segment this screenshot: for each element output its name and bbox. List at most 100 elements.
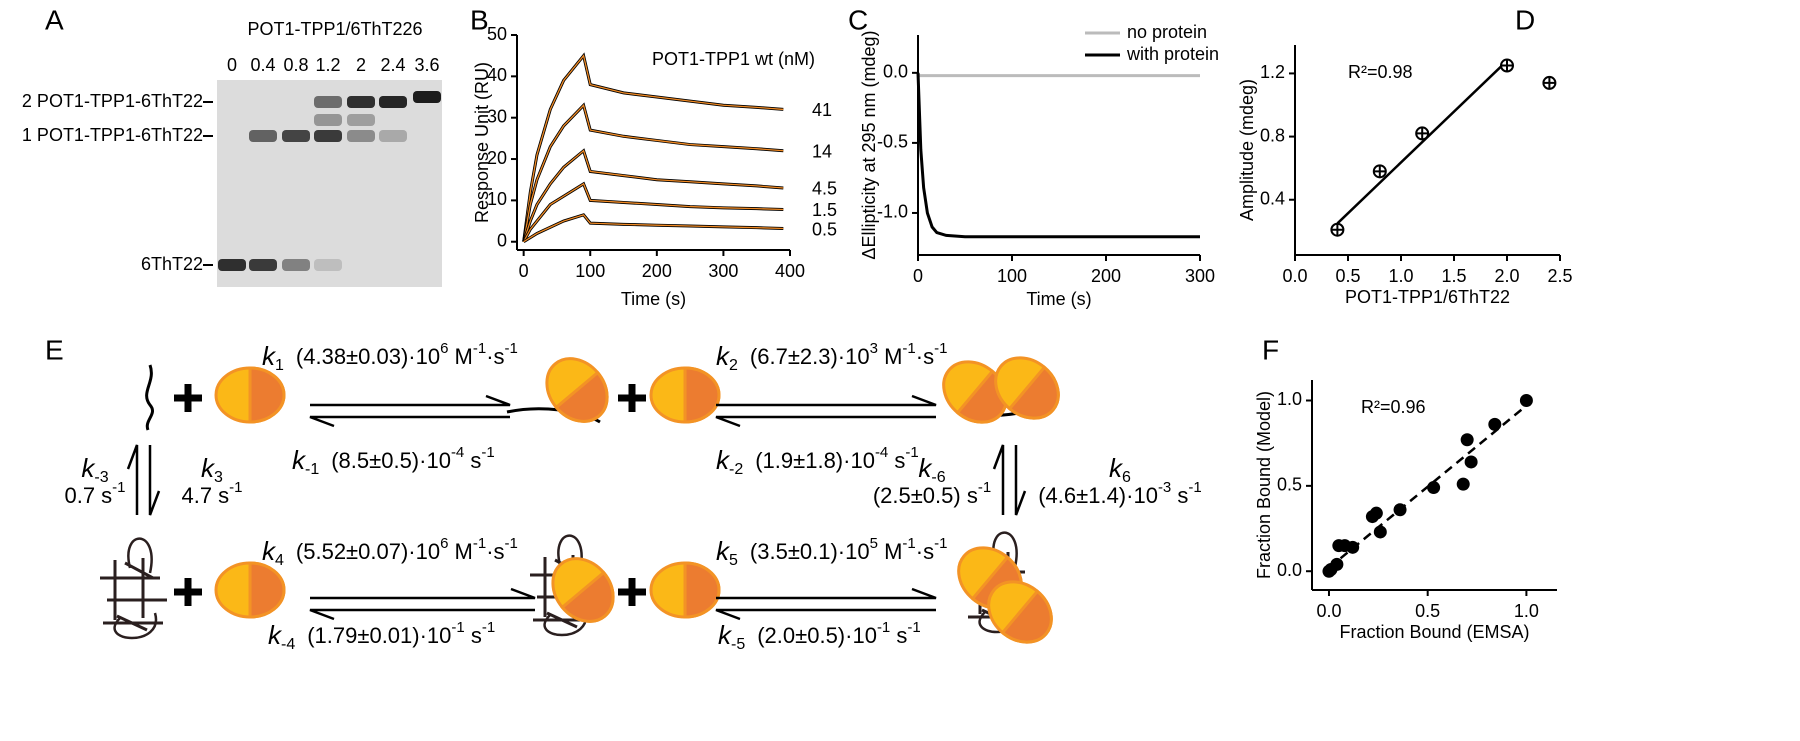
scatter-point xyxy=(1519,393,1533,407)
protein xyxy=(649,561,721,619)
panel-letter: E xyxy=(45,334,64,365)
reverse-arrow xyxy=(715,415,936,428)
protein xyxy=(551,557,615,623)
y-tick-label: 0.0 xyxy=(1277,560,1302,580)
gel-band xyxy=(314,130,342,142)
rate-text: k xyxy=(262,341,277,371)
y-axis-label: Response Unit (RU) xyxy=(472,62,492,223)
rate-text: s xyxy=(465,623,482,648)
rate-label: k-3 xyxy=(81,453,108,486)
rate-text: -1 xyxy=(451,619,464,636)
rate-text: -3 xyxy=(94,469,108,486)
marker-dot xyxy=(1464,455,1478,469)
reverse-arrow xyxy=(309,415,510,428)
forward-arrow xyxy=(716,587,937,600)
gel-title: POT1-TPP1/6ThT226 xyxy=(247,19,422,39)
rate-label: k2 (6.7±2.3)·103 M-1·s-1 xyxy=(716,340,947,374)
rate-text: 6 xyxy=(1122,469,1131,486)
x-tick-label: 300 xyxy=(1185,266,1215,286)
lane-label: 0.4 xyxy=(250,55,275,75)
scatter-point xyxy=(1500,58,1514,73)
y-tick-label: 20 xyxy=(487,148,507,168)
rate-text: k xyxy=(81,453,96,483)
rate-text: -1 xyxy=(978,479,991,496)
fit-line xyxy=(1336,59,1508,225)
marker-dot xyxy=(1373,525,1387,539)
rate-text: -1 xyxy=(902,340,915,357)
fit-line xyxy=(523,104,784,242)
marker-dot xyxy=(1456,477,1470,491)
protein xyxy=(987,580,1053,644)
x-tick-label: 100 xyxy=(575,261,605,281)
gel-band xyxy=(282,130,310,142)
protein xyxy=(649,366,721,424)
x-tick-label: 0.0 xyxy=(1316,601,1341,621)
y-tick-label: 50 xyxy=(487,24,507,44)
fit-line xyxy=(523,149,784,242)
series-label: 1.5 xyxy=(812,200,837,220)
reverse-arrow xyxy=(309,608,535,621)
rate-text: k xyxy=(716,445,731,475)
scatter-point xyxy=(1488,417,1502,431)
rate-text: 4.7 s xyxy=(181,483,229,508)
scatter-point xyxy=(1460,433,1474,447)
rate-text: 6 xyxy=(440,340,448,357)
plus-sign xyxy=(618,578,646,606)
scatter-point xyxy=(1372,164,1387,179)
rate-text: 1 xyxy=(275,357,284,374)
rate-text: 3 xyxy=(870,340,878,357)
scatter-point xyxy=(1456,477,1470,491)
plus-sign xyxy=(174,384,202,412)
y-tick-label: 0 xyxy=(497,230,507,250)
panel-letter: F xyxy=(1262,334,1279,365)
g4-loop xyxy=(113,537,158,640)
rate-text: 4 xyxy=(275,552,284,569)
legend-label: no protein xyxy=(1127,22,1207,42)
up-arrow xyxy=(126,444,139,515)
series-label: 14 xyxy=(812,142,832,162)
rate-text: k xyxy=(262,536,277,566)
protein-half xyxy=(248,561,286,619)
rate-label: k5 (3.5±0.1)·105 M-1·s-1 xyxy=(716,535,947,569)
rate-text: -1 xyxy=(934,535,947,552)
band-label: 2 POT1-TPP1-6ThT22 xyxy=(22,91,203,111)
legend-title: POT1-TPP1 wt (nM) xyxy=(652,49,815,69)
rate-text: s xyxy=(890,623,907,648)
gel-band xyxy=(249,130,277,142)
gel-band xyxy=(314,96,342,108)
rate-text: k xyxy=(718,620,733,650)
gel-band xyxy=(218,259,246,271)
fit-line xyxy=(523,214,784,243)
marker-dot xyxy=(1460,433,1474,447)
rate-text: 5 xyxy=(870,535,878,552)
x-tick-label: 2.0 xyxy=(1494,266,1519,286)
y-tick-label: 1.2 xyxy=(1260,62,1285,82)
x-tick-label: 0.5 xyxy=(1335,266,1360,286)
lane-label: 0.8 xyxy=(283,55,308,75)
x-tick-label: 1.0 xyxy=(1388,266,1413,286)
series-label: 41 xyxy=(812,100,832,120)
gel-band xyxy=(314,114,342,126)
x-tick-label: 0.5 xyxy=(1415,601,1440,621)
forward-arrow xyxy=(310,394,511,407)
plus-sign xyxy=(618,384,646,412)
gel-band xyxy=(379,130,407,142)
lane-label: 1.2 xyxy=(315,55,340,75)
x-tick-label: 1.0 xyxy=(1514,601,1539,621)
protein xyxy=(214,366,286,424)
rate-text: ·s xyxy=(486,344,504,369)
x-tick-label: 0.0 xyxy=(1282,266,1307,286)
rate-text: -1 xyxy=(902,535,915,552)
series-line xyxy=(522,213,784,244)
protein-half xyxy=(554,370,609,423)
y-axis-label: Amplitude (mdeg) xyxy=(1237,79,1257,221)
gel-band xyxy=(347,130,375,142)
scatter-point xyxy=(1542,75,1557,90)
panel-letter: A xyxy=(45,4,64,35)
y-tick-label: 1.0 xyxy=(1277,389,1302,409)
x-tick-label: 200 xyxy=(1091,266,1121,286)
series-label: 0.5 xyxy=(812,219,837,239)
y-tick-label: 0.8 xyxy=(1260,125,1285,145)
reverse-arrow xyxy=(715,608,936,621)
scatter-point xyxy=(1330,557,1344,571)
